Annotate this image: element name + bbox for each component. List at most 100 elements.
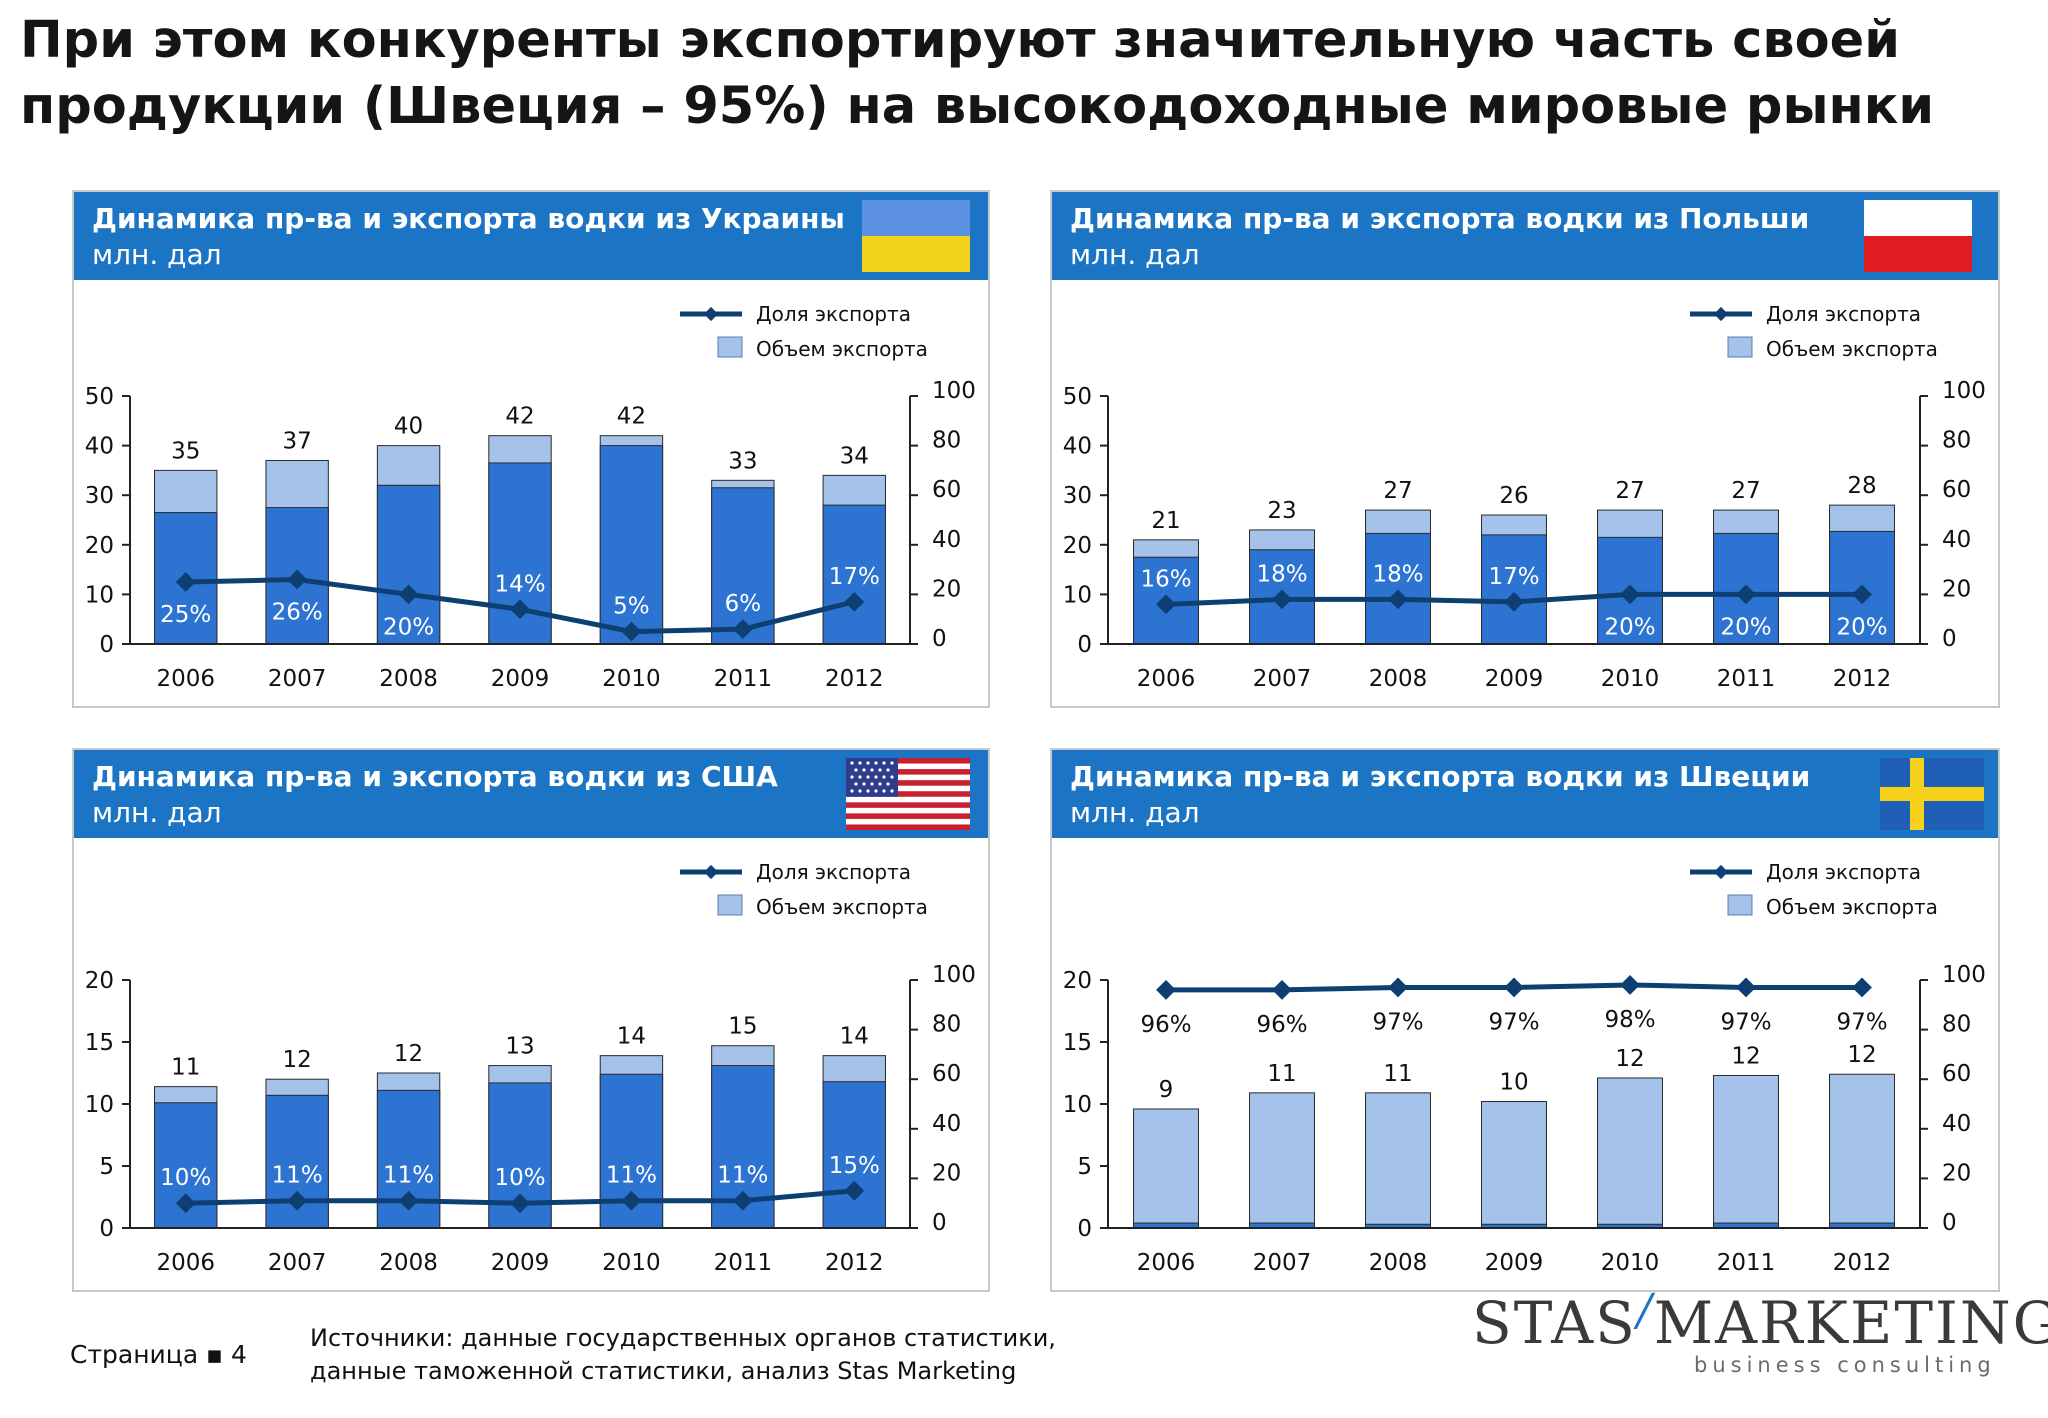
export-share-label: 6% [725, 591, 762, 617]
y2-tick-label: 80 [1942, 428, 1971, 454]
chart-panel-sweden: Динамика пр-ва и экспорта водки из Швеци… [1050, 748, 2000, 1292]
bar-export [599, 445, 664, 645]
export-share-point [621, 621, 642, 642]
x-tick-label: 2008 [1369, 1250, 1428, 1276]
export-share-label: 5% [613, 594, 650, 620]
bar-total-label: 12 [394, 1041, 423, 1067]
x-tick-label: 2009 [491, 666, 550, 692]
stas-marketing-logo: STAS/MARKETING business consulting [1462, 1285, 2048, 1385]
export-share-label: 25% [160, 602, 211, 628]
export-share-label: 11% [383, 1163, 434, 1189]
legend-label-line: Доля экспорта [1766, 860, 1921, 884]
export-share-point [1736, 584, 1756, 605]
y-tick-label: 5 [1077, 1154, 1092, 1180]
bar-total-label: 40 [394, 414, 423, 440]
x-tick-label: 2006 [1137, 1250, 1196, 1276]
bar-total-label: 12 [1615, 1046, 1644, 1072]
export-share-point [1504, 591, 1524, 612]
legend-label-line: Доля экспорта [756, 302, 911, 326]
x-tick-label: 2010 [1601, 1250, 1660, 1276]
y-tick-label: 10 [1063, 1092, 1092, 1118]
export-share-point [1620, 975, 1640, 995]
bar-export [1481, 534, 1547, 645]
y-tick-label: 15 [1063, 1030, 1092, 1056]
export-share-point [287, 569, 308, 590]
export-share-label: 97% [1720, 1009, 1771, 1035]
bar-total-label: 11 [1267, 1061, 1296, 1087]
bar-total-label: 27 [1615, 478, 1644, 504]
export-share-label: 16% [1140, 566, 1191, 592]
page-number: Страница ▪ 4 [70, 1340, 247, 1369]
bar-production [1713, 1074, 1779, 1229]
legend-bar-swatch [717, 894, 743, 916]
export-share-label: 10% [160, 1165, 211, 1191]
y2-tick-label: 20 [932, 1160, 961, 1186]
chart-unit: млн. дал [92, 796, 222, 829]
bar-production [1481, 1101, 1547, 1229]
y2-tick-label: 100 [1942, 962, 1986, 988]
legend-line-marker [1713, 306, 1729, 322]
y-tick-label: 20 [1063, 533, 1092, 559]
legend-label-line: Доля экспорта [1766, 302, 1921, 326]
y-tick-label: 15 [85, 1030, 114, 1056]
x-tick-label: 2006 [156, 666, 215, 692]
legend-line-marker [703, 306, 719, 322]
export-share-label: 11% [272, 1163, 323, 1189]
y2-tick-label: 60 [932, 477, 961, 503]
x-tick-label: 2011 [1717, 1250, 1776, 1276]
bar-export [711, 487, 775, 645]
export-share-label: 11% [606, 1163, 657, 1189]
bar-total-label: 23 [1267, 498, 1296, 524]
bar-total-label: 11 [171, 1055, 200, 1081]
chart-plot: Доля экспорта Объем экспорта 0 10 20 30 40 50 0 2… [1063, 302, 1986, 692]
bar-total-label: 21 [1151, 508, 1180, 534]
y2-tick-label: 40 [1942, 527, 1971, 553]
chart-panel-ukraine: Динамика пр-ва и экспорта водки из Украи… [72, 190, 990, 708]
y2-tick-label: 60 [932, 1061, 961, 1087]
y-tick-label: 10 [1063, 582, 1092, 608]
y2-tick-label: 40 [932, 1111, 961, 1137]
legend-line-marker [1713, 864, 1729, 880]
export-share-label: 20% [1604, 614, 1655, 640]
bar-production [1597, 1077, 1663, 1229]
chart-panel-usa: Динамика пр-ва и экспорта водки из США м… [72, 748, 990, 1292]
bar-total-label: 28 [1847, 473, 1876, 499]
chart-plot: Доля экспорта Объем экспорта 0 10 20 30 40 50 0 2… [85, 302, 976, 692]
export-share-label: 97% [1372, 1009, 1423, 1035]
y-tick-label: 40 [85, 434, 114, 460]
logo-tagline: business consulting [1694, 1353, 1996, 1377]
bar-export [376, 484, 441, 645]
bar-export [1365, 532, 1431, 645]
x-tick-label: 2011 [714, 1250, 773, 1276]
export-share-label: 97% [1488, 1009, 1539, 1035]
y2-tick-label: 0 [932, 626, 947, 652]
y2-tick-label: 60 [1942, 477, 1971, 503]
bar-total-label: 34 [840, 443, 869, 469]
x-tick-label: 2010 [602, 1250, 661, 1276]
y2-tick-label: 40 [932, 527, 961, 553]
bar-export [822, 504, 886, 645]
chart-title: Динамика пр-ва и экспорта водки из Украи… [92, 202, 845, 235]
y2-tick-label: 80 [1942, 1012, 1971, 1038]
x-tick-label: 2008 [1369, 666, 1428, 692]
export-share-point [1852, 977, 1872, 998]
export-share-label: 14% [494, 571, 545, 597]
y-tick-label: 20 [1063, 968, 1092, 994]
export-share-label: 18% [1256, 561, 1307, 587]
bar-total-label: 42 [505, 404, 534, 430]
x-tick-label: 2011 [714, 666, 773, 692]
sources-line-1: Источники: данные государственных органо… [310, 1324, 1056, 1352]
legend-label-bar: Объем экспорта [1766, 337, 1938, 361]
export-share-label: 15% [829, 1153, 880, 1179]
bar-total-label: 27 [1731, 478, 1760, 504]
bar-total-label: 27 [1383, 478, 1412, 504]
export-share-point [1620, 584, 1640, 605]
bar-total-label: 35 [171, 438, 200, 464]
bar-total-label: 33 [728, 448, 757, 474]
export-share-label: 18% [1372, 561, 1423, 587]
x-tick-label: 2011 [1717, 666, 1776, 692]
bar-production [1365, 1092, 1431, 1229]
export-share-label: 17% [829, 564, 880, 590]
y2-tick-label: 0 [1942, 626, 1957, 652]
chart-plot: Доля экспорта Объем экспорта 0 5 10 15 20 0 20 40… [1063, 860, 1986, 1276]
